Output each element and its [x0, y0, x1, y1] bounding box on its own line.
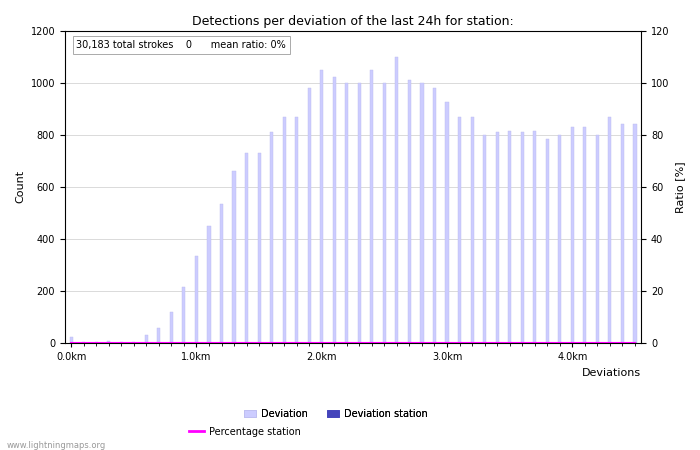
Bar — [445, 102, 449, 343]
Bar — [82, 342, 85, 343]
Bar — [283, 117, 286, 343]
Bar — [483, 135, 486, 343]
Bar — [608, 117, 612, 343]
Bar — [307, 88, 311, 343]
Bar — [295, 117, 298, 343]
Bar — [232, 171, 236, 343]
Text: www.lightningmaps.org: www.lightningmaps.org — [7, 441, 106, 450]
Bar — [596, 135, 599, 343]
Bar — [158, 328, 160, 343]
Y-axis label: Count: Count — [15, 171, 25, 203]
Bar — [395, 57, 398, 343]
Bar — [332, 77, 336, 343]
Bar — [270, 132, 273, 343]
Bar — [470, 117, 474, 343]
Bar — [621, 124, 624, 343]
Bar — [107, 341, 111, 343]
Bar — [170, 312, 173, 343]
Bar — [220, 204, 223, 343]
Bar — [69, 337, 73, 343]
Bar — [207, 226, 211, 343]
Bar — [358, 83, 361, 343]
Legend: Deviation, Deviation station: Deviation, Deviation station — [241, 405, 431, 423]
Title: Detections per deviation of the last 24h for station:: Detections per deviation of the last 24h… — [193, 15, 514, 28]
Bar — [132, 342, 135, 343]
Bar — [583, 127, 587, 343]
Bar — [320, 70, 323, 343]
Bar — [558, 135, 561, 343]
Bar — [183, 287, 186, 343]
Bar — [258, 153, 260, 343]
Bar — [94, 342, 98, 343]
Bar — [570, 127, 574, 343]
Bar — [195, 256, 198, 343]
Bar — [245, 153, 248, 343]
Bar — [634, 124, 636, 343]
Bar — [145, 335, 148, 343]
Bar — [120, 342, 122, 343]
Bar — [546, 139, 549, 343]
Bar — [521, 132, 524, 343]
Bar — [508, 131, 511, 343]
Bar — [345, 83, 349, 343]
Text: Deviations: Deviations — [582, 368, 641, 378]
Text: 30,183 total strokes    0      mean ratio: 0%: 30,183 total strokes 0 mean ratio: 0% — [76, 40, 286, 50]
Legend: Percentage station: Percentage station — [186, 423, 304, 441]
Bar — [458, 117, 461, 343]
Bar — [383, 83, 386, 343]
Y-axis label: Ratio [%]: Ratio [%] — [675, 161, 685, 213]
Bar — [433, 88, 436, 343]
Bar — [421, 83, 424, 343]
Bar — [370, 70, 373, 343]
Bar — [496, 132, 498, 343]
Bar — [533, 131, 536, 343]
Bar — [408, 80, 411, 343]
